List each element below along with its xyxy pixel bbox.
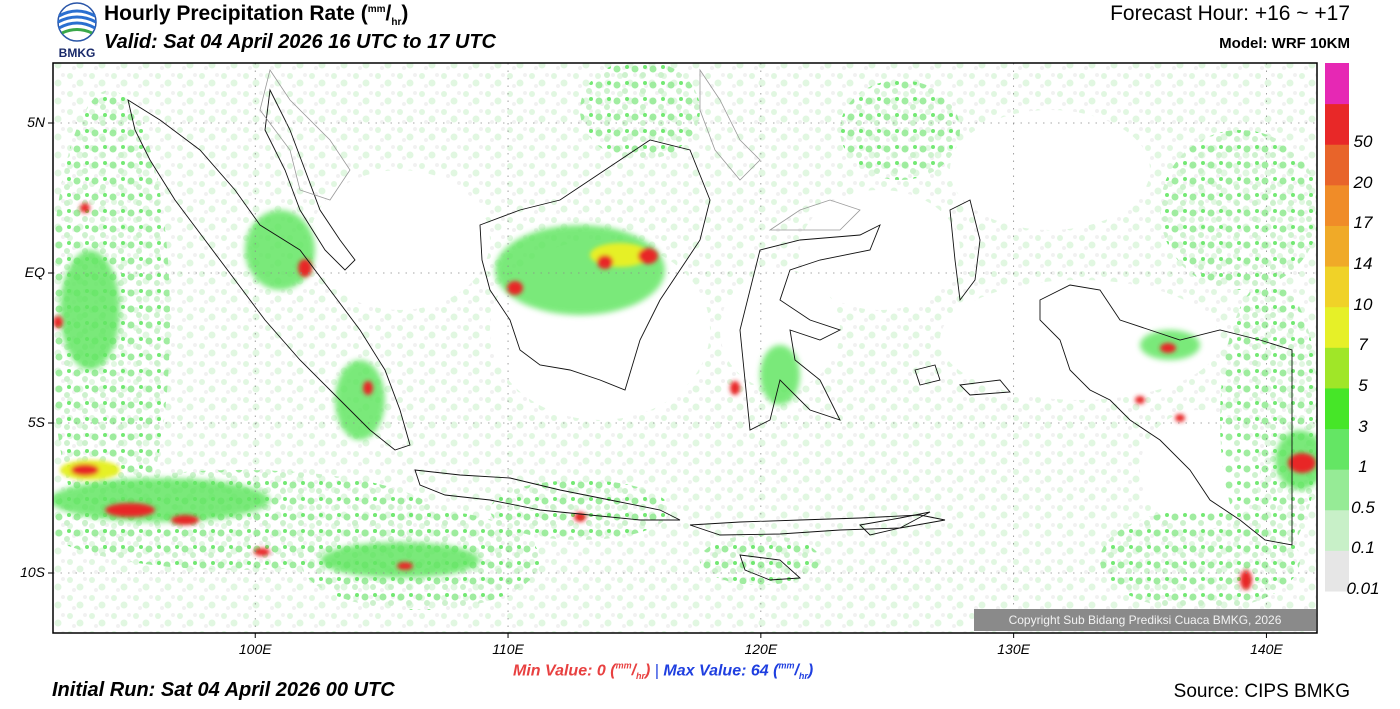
- lon-tick-label: 100E: [238, 641, 272, 657]
- coastlines: [127, 88, 1293, 581]
- map-title: Hourly Precipitation Rate (mm/hr): [104, 2, 408, 28]
- lat-tick-label: EQ: [24, 264, 45, 280]
- colorbar-label: 1: [1358, 457, 1368, 477]
- colorbar-swatch: [1325, 184, 1349, 226]
- title-unit-top: mm: [367, 4, 386, 15]
- colorbar-swatch: [1325, 387, 1349, 430]
- model-label: Model: WRF 10KM: [1219, 35, 1350, 52]
- colorbar: [1325, 63, 1349, 592]
- bmkg-logo-icon: BMKG: [57, 2, 97, 60]
- source-label: Source: CIPS BMKG: [1173, 681, 1350, 702]
- colorbar-swatch: [1325, 469, 1349, 511]
- title-main: Hourly Precipitation Rate (: [104, 2, 368, 25]
- max-unit-top: mm: [778, 661, 795, 671]
- title-unit-sep: /: [385, 2, 392, 25]
- colorbar-swatch: [1325, 63, 1349, 105]
- title-close: ): [401, 2, 409, 25]
- colorbar-label: 17: [1353, 213, 1373, 233]
- title-unit-bottom: hr: [391, 17, 402, 29]
- min-unit-top: mm: [615, 661, 632, 671]
- logo-text: BMKG: [59, 46, 96, 60]
- lon-tick-label: 140E: [1250, 641, 1283, 657]
- min-max-values: Min Value: 0 (mm/hr) | Max Value: 64 (mm…: [513, 661, 814, 682]
- max-unit-bottom: hr: [798, 671, 808, 682]
- valid-time: Valid: Sat 04 April 2026 16 UTC to 17 UT…: [104, 31, 496, 53]
- forecast-hour: Forecast Hour: +16 ~ +17: [1110, 2, 1350, 25]
- max-value: 64: [750, 662, 769, 680]
- colorbar-label: 0.5: [1351, 497, 1375, 517]
- colorbar-label: 20: [1353, 172, 1373, 192]
- colorbar-swatch: [1325, 509, 1349, 551]
- colorbar-label: 0.1: [1351, 538, 1375, 558]
- initial-run: Initial Run: Sat 04 April 2026 00 UTC: [52, 679, 395, 701]
- colorbar-swatch: [1325, 347, 1349, 389]
- lon-tick-label: 130E: [997, 641, 1030, 657]
- bmkg-logo: BMKG: [52, 2, 102, 60]
- lat-tick-label: 5S: [27, 414, 45, 430]
- map-frame: [52, 62, 1318, 634]
- min-value: 0: [596, 662, 606, 680]
- min-value-label: Min Value:: [513, 662, 593, 680]
- min-max-divider: |: [654, 662, 659, 680]
- colorbar-swatch: [1325, 103, 1349, 145]
- colorbar-swatch: [1325, 144, 1349, 186]
- precip-field: [53, 63, 1317, 633]
- colorbar-swatch: [1325, 266, 1349, 308]
- colorbar-label: 0.01: [1346, 579, 1380, 598]
- colorbar-swatch: [1325, 428, 1349, 470]
- lon-tick-label: 120E: [744, 641, 778, 657]
- neighbor-coastlines: [259, 68, 861, 231]
- colorbar-label: 10: [1353, 294, 1373, 314]
- lat-tick-label: 5N: [27, 114, 45, 130]
- graticule: [53, 63, 1317, 633]
- colorbar-label: 50: [1353, 132, 1373, 152]
- axis-ticks: [48, 122, 1267, 638]
- colorbar-label: 7: [1358, 335, 1368, 355]
- copyright-notice: Copyright Sub Bidang Prediksi Cuaca BMKG…: [974, 609, 1316, 631]
- min-unit-bottom: hr: [636, 671, 646, 682]
- colorbar-label: 14: [1353, 254, 1373, 274]
- colorbar-label: 3: [1358, 416, 1368, 436]
- lat-tick-label: 10S: [20, 564, 45, 580]
- colorbar-label: 5: [1358, 375, 1368, 395]
- max-value-label: Max Value:: [663, 662, 747, 680]
- colorbar-swatch: [1325, 225, 1349, 267]
- lon-tick-label: 110E: [492, 641, 524, 657]
- colorbar-swatch: [1325, 550, 1349, 592]
- colorbar-swatch: [1325, 306, 1349, 348]
